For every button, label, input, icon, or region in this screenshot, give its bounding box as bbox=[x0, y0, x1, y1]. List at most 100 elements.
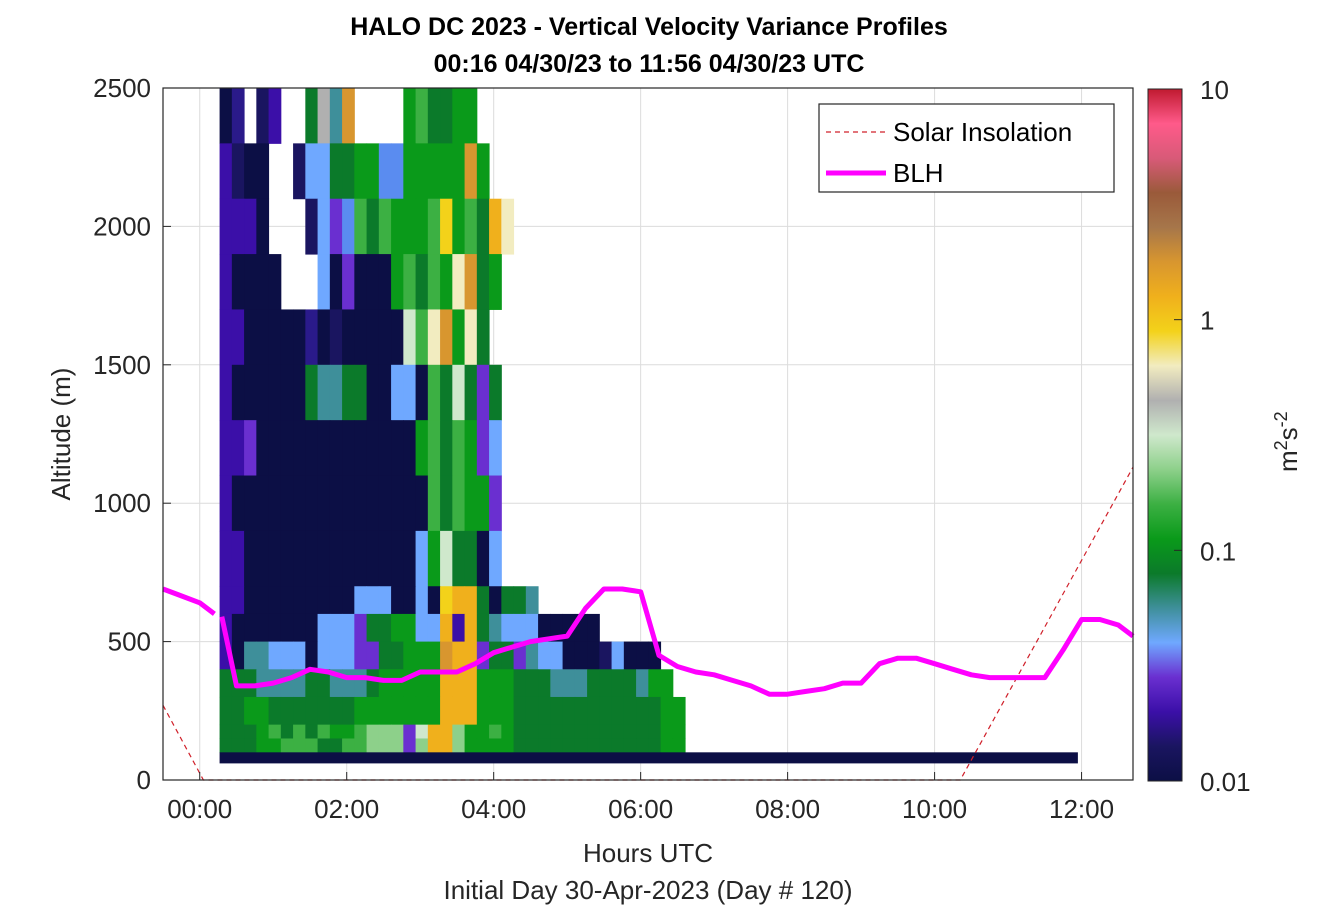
heatmap-cell bbox=[366, 738, 380, 753]
heatmap-cell bbox=[672, 696, 686, 726]
heatmap-cell bbox=[427, 586, 441, 615]
heatmap-cell bbox=[587, 738, 600, 753]
heatmap-cell bbox=[244, 475, 257, 532]
heatmap-cell bbox=[525, 724, 539, 739]
heatmap-cell bbox=[391, 530, 404, 587]
heatmap-cell bbox=[599, 669, 613, 698]
heatmap-cell bbox=[501, 613, 515, 643]
heatmap-cell bbox=[403, 530, 417, 587]
heatmap-cell bbox=[378, 738, 392, 753]
x-tick-label: 04:00 bbox=[461, 794, 526, 824]
heatmap-cell bbox=[476, 724, 490, 739]
heatmap-cell bbox=[366, 309, 380, 366]
heatmap-cell bbox=[256, 530, 270, 587]
heatmap-cell bbox=[391, 309, 404, 366]
heatmap-cell bbox=[415, 475, 429, 532]
heatmap-cell bbox=[415, 254, 429, 310]
heatmap-cell bbox=[513, 586, 527, 615]
heatmap-cell bbox=[219, 696, 233, 726]
heatmap-cell bbox=[427, 738, 441, 753]
heatmap-cell bbox=[219, 475, 233, 532]
heatmap-cell bbox=[268, 530, 282, 587]
heatmap-cell bbox=[501, 198, 515, 255]
heatmap-cell bbox=[317, 309, 331, 366]
x-axis-label: Hours UTC bbox=[583, 838, 713, 868]
colorbar-tick-label: 10 bbox=[1200, 75, 1229, 105]
heatmap-cell bbox=[574, 724, 588, 739]
heatmap-cell bbox=[452, 669, 466, 698]
heatmap-cell bbox=[574, 669, 588, 698]
heatmap-cell bbox=[440, 88, 453, 144]
heatmap-cell bbox=[464, 88, 478, 144]
heatmap-cells bbox=[219, 88, 1078, 764]
heatmap-cell bbox=[623, 724, 637, 739]
heatmap-cell bbox=[452, 309, 466, 366]
heatmap-cell bbox=[231, 696, 245, 726]
x-tick-label: 06:00 bbox=[608, 794, 673, 824]
heatmap-cell bbox=[489, 696, 502, 726]
heatmap-cell bbox=[293, 613, 306, 643]
heatmap-cell bbox=[268, 641, 282, 670]
heatmap-cell bbox=[623, 696, 637, 726]
heatmap-cell bbox=[317, 641, 331, 670]
heatmap-cell bbox=[489, 420, 502, 477]
heatmap-cell bbox=[415, 613, 429, 643]
heatmap-cell bbox=[538, 696, 551, 726]
heatmap-cell bbox=[342, 586, 355, 615]
plot-frame bbox=[162, 87, 1134, 781]
heatmap-cell bbox=[354, 254, 368, 310]
heatmap-cell bbox=[415, 364, 429, 421]
heatmap-cell bbox=[244, 254, 257, 310]
heatmap-cell bbox=[342, 254, 355, 310]
heatmap-cell bbox=[599, 724, 613, 739]
heatmap-cell bbox=[538, 669, 551, 698]
heatmap-cell bbox=[280, 475, 294, 532]
heatmap-cell bbox=[464, 198, 478, 255]
heatmap-cell bbox=[366, 420, 380, 477]
heatmap-cell bbox=[378, 530, 392, 587]
heatmap-cell bbox=[427, 696, 441, 726]
heatmap-cell bbox=[452, 696, 466, 726]
heatmap-cell bbox=[489, 586, 502, 615]
heatmap-cell bbox=[280, 530, 294, 587]
heatmap-cell bbox=[391, 724, 404, 739]
heatmap-cell bbox=[342, 738, 355, 753]
heatmap-cell bbox=[244, 738, 257, 753]
heatmap-cell bbox=[280, 696, 294, 726]
heatmap-cell bbox=[489, 364, 502, 421]
heatmap-cell bbox=[317, 143, 331, 200]
heatmap-cell bbox=[440, 143, 453, 200]
heatmap-cell bbox=[256, 724, 270, 739]
heatmap-cell bbox=[636, 696, 649, 726]
heatmap-cell bbox=[440, 669, 453, 698]
heatmap-cell bbox=[305, 309, 319, 366]
heatmap-cell bbox=[464, 530, 478, 587]
y-tick-label: 2500 bbox=[93, 73, 151, 103]
heatmap-cell bbox=[378, 475, 392, 532]
heatmap-cell bbox=[660, 724, 674, 739]
heatmap-cell bbox=[329, 364, 343, 421]
heatmap-cell bbox=[599, 738, 613, 753]
heatmap-cell bbox=[501, 669, 515, 698]
heatmap-cell bbox=[256, 586, 270, 615]
heatmap-cell bbox=[452, 88, 466, 144]
heatmap-cell bbox=[587, 724, 600, 739]
heatmap-cell bbox=[525, 738, 539, 753]
heatmap-cell bbox=[329, 254, 343, 310]
heatmap-cell bbox=[256, 613, 270, 643]
heatmap-cell bbox=[464, 143, 478, 200]
heatmap-cell bbox=[354, 420, 368, 477]
y-tick-label: 0 bbox=[137, 765, 151, 795]
heatmap-cell bbox=[293, 420, 306, 477]
heatmap-cell bbox=[489, 254, 502, 310]
heatmap-cell bbox=[329, 475, 343, 532]
heatmap-cell bbox=[550, 724, 564, 739]
heatmap-cell bbox=[452, 586, 466, 615]
heatmap-cell bbox=[452, 364, 466, 421]
heatmap-cell bbox=[329, 641, 343, 670]
heatmap-cell bbox=[354, 641, 368, 670]
heatmap-cell bbox=[378, 696, 392, 726]
heatmap-cell bbox=[293, 364, 306, 421]
heatmap-cell bbox=[280, 420, 294, 477]
heatmap-cell bbox=[305, 530, 319, 587]
